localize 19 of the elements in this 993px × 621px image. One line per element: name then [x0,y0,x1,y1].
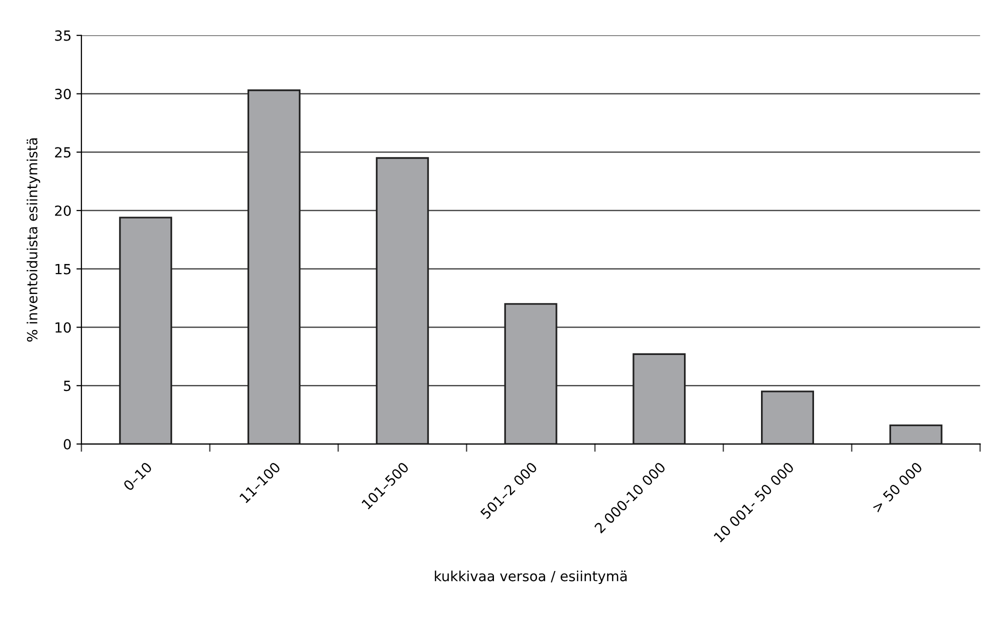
bar [119,216,172,444]
y-tick-label: 20 [55,205,71,216]
bar [889,424,942,444]
y-tick-label: 25 [55,147,70,158]
bar [504,303,558,444]
bar [247,89,301,444]
y-tick-label: 5 [64,380,70,392]
y-tick-label: 0 [64,438,71,450]
bar [761,390,814,444]
x-tick-label: 10 001- 50 000 [713,462,794,543]
y-axis-title: % inventoiduista esiintymistä [26,138,40,342]
y-tick-label: 35 [55,30,70,41]
bar [632,353,686,444]
y-tick-label: 15 [56,264,70,274]
y-tick-label: 10 [56,322,71,333]
y-tick-label: 30 [55,88,71,100]
x-tick-label: > 50 000 [871,462,923,513]
x-axis-title: kukkivaa versoa / esiintymä [434,570,627,584]
bar [376,157,429,444]
